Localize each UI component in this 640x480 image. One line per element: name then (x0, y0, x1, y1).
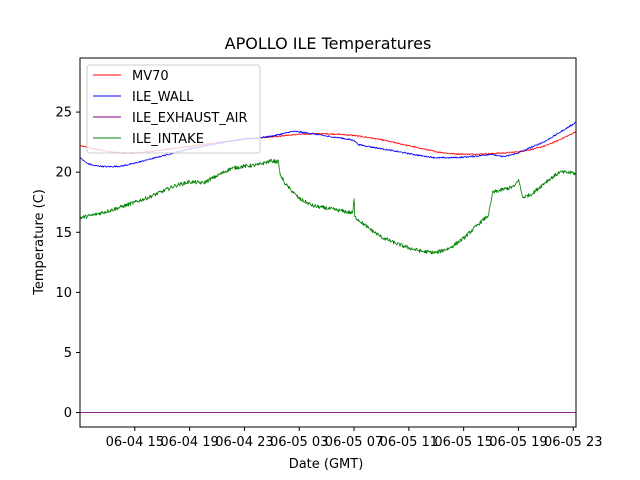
y-tick-label: 20 (55, 166, 72, 181)
y-axis-ticks: 0 5 10 15 20 25 (55, 106, 80, 421)
legend: MV70 ILE_WALL ILE_EXHAUST_AIR ILE_INTAKE (86, 64, 261, 154)
x-tick-label: 06-04 23 (215, 435, 273, 450)
x-tick-label: 06-05 23 (544, 435, 602, 450)
y-tick-label: 15 (55, 226, 72, 241)
legend-label: ILE_WALL (132, 90, 194, 105)
legend-label: ILE_EXHAUST_AIR (132, 111, 248, 126)
series-line-ile-wall (80, 121, 576, 168)
chart-title: APOLLO ILE Temperatures (225, 34, 432, 53)
x-tick-label: 06-05 19 (489, 435, 547, 450)
y-tick-label: 0 (64, 406, 72, 421)
x-tick-label: 06-05 11 (380, 435, 438, 450)
y-axis-title: Temperature (C) (32, 189, 47, 296)
series-line-ile-intake (80, 158, 576, 255)
x-tick-label: 06-05 15 (434, 435, 492, 450)
legend-label: MV70 (132, 69, 169, 84)
plot-frame (79, 57, 577, 428)
legend-box (86, 64, 261, 154)
legend-label: ILE_INTAKE (132, 132, 204, 147)
y-tick-label: 25 (55, 106, 72, 121)
y-tick-label: 10 (55, 286, 72, 301)
x-tick-label: 06-05 03 (270, 435, 328, 450)
y-tick-label: 5 (64, 346, 72, 361)
x-axis-title: Date (GMT) (289, 457, 364, 472)
x-tick-label: 06-04 15 (106, 435, 164, 450)
x-tick-label: 06-05 07 (325, 435, 383, 450)
x-tick-label: 06-04 19 (160, 435, 218, 450)
